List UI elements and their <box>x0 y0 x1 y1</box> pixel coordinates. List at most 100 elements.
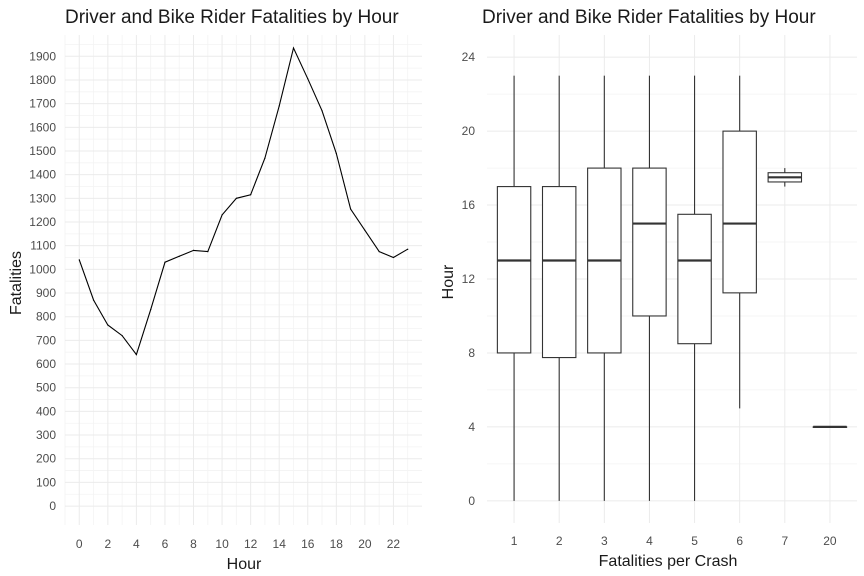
x-tick-label: 6 <box>162 537 169 551</box>
y-tick-label: 400 <box>36 404 56 418</box>
y-tick-label: 24 <box>462 50 476 64</box>
y-tick-label: 300 <box>36 428 56 442</box>
box-plot-x-axis-title: Fatalities per Crash <box>599 553 738 570</box>
line-point <box>350 208 352 210</box>
box-body <box>677 213 712 345</box>
y-tick-label: 4 <box>468 420 475 434</box>
box-6 <box>722 75 757 409</box>
line-point <box>164 261 166 263</box>
line-chart-points <box>78 47 409 356</box>
line-point <box>307 78 309 80</box>
box-4 <box>632 75 667 501</box>
line-point <box>150 308 152 311</box>
box-1 <box>496 75 532 501</box>
y-tick-label: 200 <box>36 452 56 466</box>
x-tick-label: 0 <box>76 537 83 551</box>
x-tick-label: 4 <box>133 537 140 551</box>
y-tick-label: 1500 <box>29 144 56 158</box>
y-tick-label: 20 <box>462 124 476 138</box>
line-chart-x-axis-title: Hour <box>227 556 262 573</box>
y-tick-label: 100 <box>36 475 56 489</box>
line-chart-panel: Driver and Bike Rider Fatalities by Hour… <box>8 7 422 573</box>
box-plot-boxes <box>496 75 848 501</box>
box-20 <box>812 425 848 428</box>
x-tick-label: 16 <box>301 537 315 551</box>
box-plot-x-tick-labels: 1 2 3 4 5 6 7 20 <box>511 534 837 548</box>
y-tick-label: 1900 <box>29 49 56 63</box>
box-plot-panel: Driver and Bike Rider Fatalities by Hour… <box>440 7 857 570</box>
y-tick-label: 700 <box>36 333 56 347</box>
x-tick-label: 7 <box>781 534 788 548</box>
line-point <box>292 47 295 49</box>
x-tick-label: 6 <box>736 534 743 548</box>
line-point <box>278 105 280 107</box>
y-tick-label: 1700 <box>29 97 56 111</box>
line-point <box>121 335 123 337</box>
line-point <box>250 194 252 196</box>
line-point <box>78 259 80 261</box>
y-tick-label: 1300 <box>29 191 56 205</box>
y-tick-label: 0 <box>468 494 475 508</box>
y-tick-label: 1400 <box>29 168 56 182</box>
y-tick-label: 500 <box>36 381 56 395</box>
box-plot-y-axis-title: Hour <box>440 264 457 299</box>
y-tick-label: 800 <box>36 310 56 324</box>
line-point <box>335 152 337 154</box>
line-point <box>178 255 180 257</box>
line-point <box>135 353 137 356</box>
box-2 <box>541 75 577 501</box>
box-5 <box>677 75 712 501</box>
box-plot-y-tick-labels: 0 4 8 12 16 20 24 <box>462 50 476 508</box>
line-point <box>392 256 395 259</box>
line-point <box>364 229 366 231</box>
line-point <box>264 157 266 159</box>
y-tick-label: 600 <box>36 357 56 371</box>
line-point <box>378 250 380 253</box>
box-body <box>722 130 757 294</box>
line-point <box>207 250 209 253</box>
line-point <box>221 214 223 216</box>
line-chart-x-tick-labels: 0 2 4 6 8 10 12 14 16 18 20 22 <box>76 537 400 551</box>
x-tick-label: 20 <box>823 534 837 548</box>
y-tick-label: 1800 <box>29 73 56 87</box>
x-tick-label: 4 <box>646 534 653 548</box>
line-point <box>235 197 237 199</box>
x-tick-label: 10 <box>215 537 229 551</box>
line-point <box>407 248 409 250</box>
x-tick-label: 12 <box>244 537 258 551</box>
x-tick-label: 8 <box>190 537 197 551</box>
line-chart-grid <box>64 35 422 525</box>
line-point <box>92 299 95 301</box>
y-tick-label: 1000 <box>29 262 56 276</box>
box-body <box>632 167 667 317</box>
line-chart-title: Driver and Bike Rider Fatalities by Hour <box>65 7 399 28</box>
y-tick-label: 900 <box>36 286 56 300</box>
x-tick-label: 5 <box>691 534 698 548</box>
y-tick-label: 8 <box>468 346 475 360</box>
y-tick-label: 16 <box>462 198 476 212</box>
box-body <box>496 186 532 354</box>
y-tick-label: 1600 <box>29 120 56 134</box>
y-tick-label: 0 <box>49 499 56 513</box>
x-tick-label: 3 <box>601 534 608 548</box>
y-tick-label: 12 <box>462 272 476 286</box>
y-tick-label: 1100 <box>30 239 56 253</box>
box-3 <box>587 75 622 501</box>
line-series-fatalities <box>78 46 408 356</box>
x-tick-label: 2 <box>104 537 111 551</box>
x-tick-label: 22 <box>387 537 401 551</box>
x-tick-label: 18 <box>330 537 344 551</box>
line-chart-y-axis-title: Fatalities <box>8 251 25 315</box>
line-point <box>107 324 109 326</box>
x-tick-label: 20 <box>358 537 372 551</box>
box-7 <box>767 168 803 187</box>
x-tick-label: 14 <box>273 537 287 551</box>
line-point <box>192 249 195 252</box>
line-chart-y-tick-labels: 0 100 200 300 400 500 600 700 800 900 1000 1100 1200… <box>29 49 56 513</box>
line-point <box>321 110 323 112</box>
x-tick-label: 2 <box>556 534 563 548</box>
box-plot-title: Driver and Bike Rider Fatalities by Hour <box>482 7 816 28</box>
box-body <box>541 186 577 359</box>
x-tick-label: 1 <box>511 534 518 548</box>
